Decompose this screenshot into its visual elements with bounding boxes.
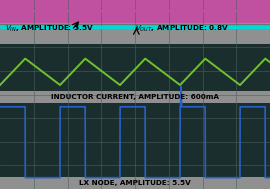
Bar: [0, 177, 270, 189]
Text: $V_{IN}$, AMPLITUDE: 5.5V: $V_{IN}$, AMPLITUDE: 5.5V: [5, 24, 94, 34]
Bar: [0, 0, 270, 23]
Text: LX NODE, AMPLITUDE: 5.5V: LX NODE, AMPLITUDE: 5.5V: [79, 180, 191, 186]
Bar: [0, 23, 270, 44]
Bar: [0, 91, 270, 103]
Text: INDUCTOR CURRENT, AMPLITUDE: 600mA: INDUCTOR CURRENT, AMPLITUDE: 600mA: [51, 94, 219, 100]
Text: $V_{OUT}$, AMPLITUDE: 0.8V: $V_{OUT}$, AMPLITUDE: 0.8V: [135, 24, 229, 34]
